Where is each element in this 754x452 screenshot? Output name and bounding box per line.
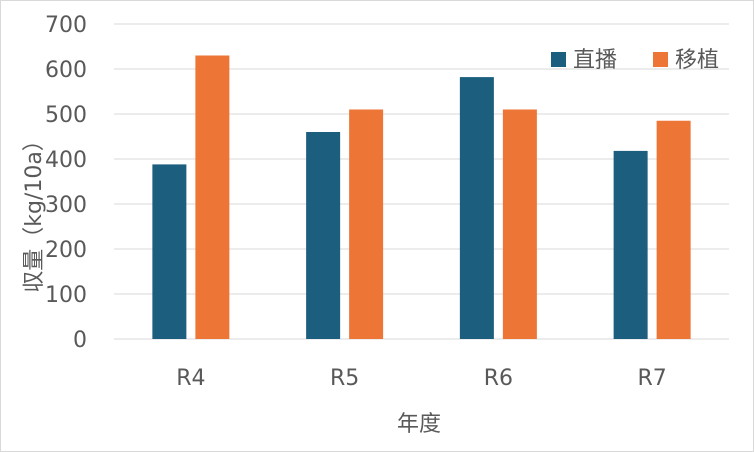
y-tick-label: 600 (45, 58, 87, 83)
bar-direct-seeding-R6 (459, 77, 494, 339)
bars (152, 55, 691, 339)
x-axis-ticks: R4 R5 R6 R7 (176, 366, 667, 391)
y-tick-label: 100 (45, 283, 87, 308)
bar-transplanting-R7 (656, 120, 691, 339)
legend: 直播 移植 (551, 48, 719, 73)
x-tick-label: R4 (176, 366, 205, 391)
x-tick-label: R5 (330, 366, 359, 391)
bar-direct-seeding-R4 (152, 164, 187, 339)
bar-direct-seeding-R7 (613, 150, 648, 339)
x-tick-label: R7 (637, 366, 666, 391)
bar-transplanting-R6 (502, 109, 537, 339)
bar-transplanting-R5 (349, 109, 384, 339)
y-tick-label: 500 (45, 103, 87, 128)
legend-swatch-transplanting (653, 52, 668, 67)
y-tick-label: 0 (73, 328, 87, 353)
y-tick-label: 200 (45, 238, 87, 263)
y-tick-label: 400 (45, 148, 87, 173)
x-axis-label: 年度 (397, 412, 441, 437)
y-tick-label: 300 (45, 193, 87, 218)
y-tick-label: 700 (45, 13, 87, 38)
y-axis-label: 収量（kg/10a） (22, 129, 47, 293)
x-tick-label: R6 (484, 366, 513, 391)
legend-label-direct-seeding: 直播 (573, 48, 617, 73)
legend-label-transplanting: 移植 (675, 48, 719, 73)
legend-swatch-direct-seeding (551, 52, 566, 67)
bar-direct-seeding-R5 (306, 132, 341, 339)
y-axis-ticks: 0 100 200 300 400 500 600 700 (45, 13, 87, 353)
bar-transplanting-R4 (195, 55, 230, 339)
